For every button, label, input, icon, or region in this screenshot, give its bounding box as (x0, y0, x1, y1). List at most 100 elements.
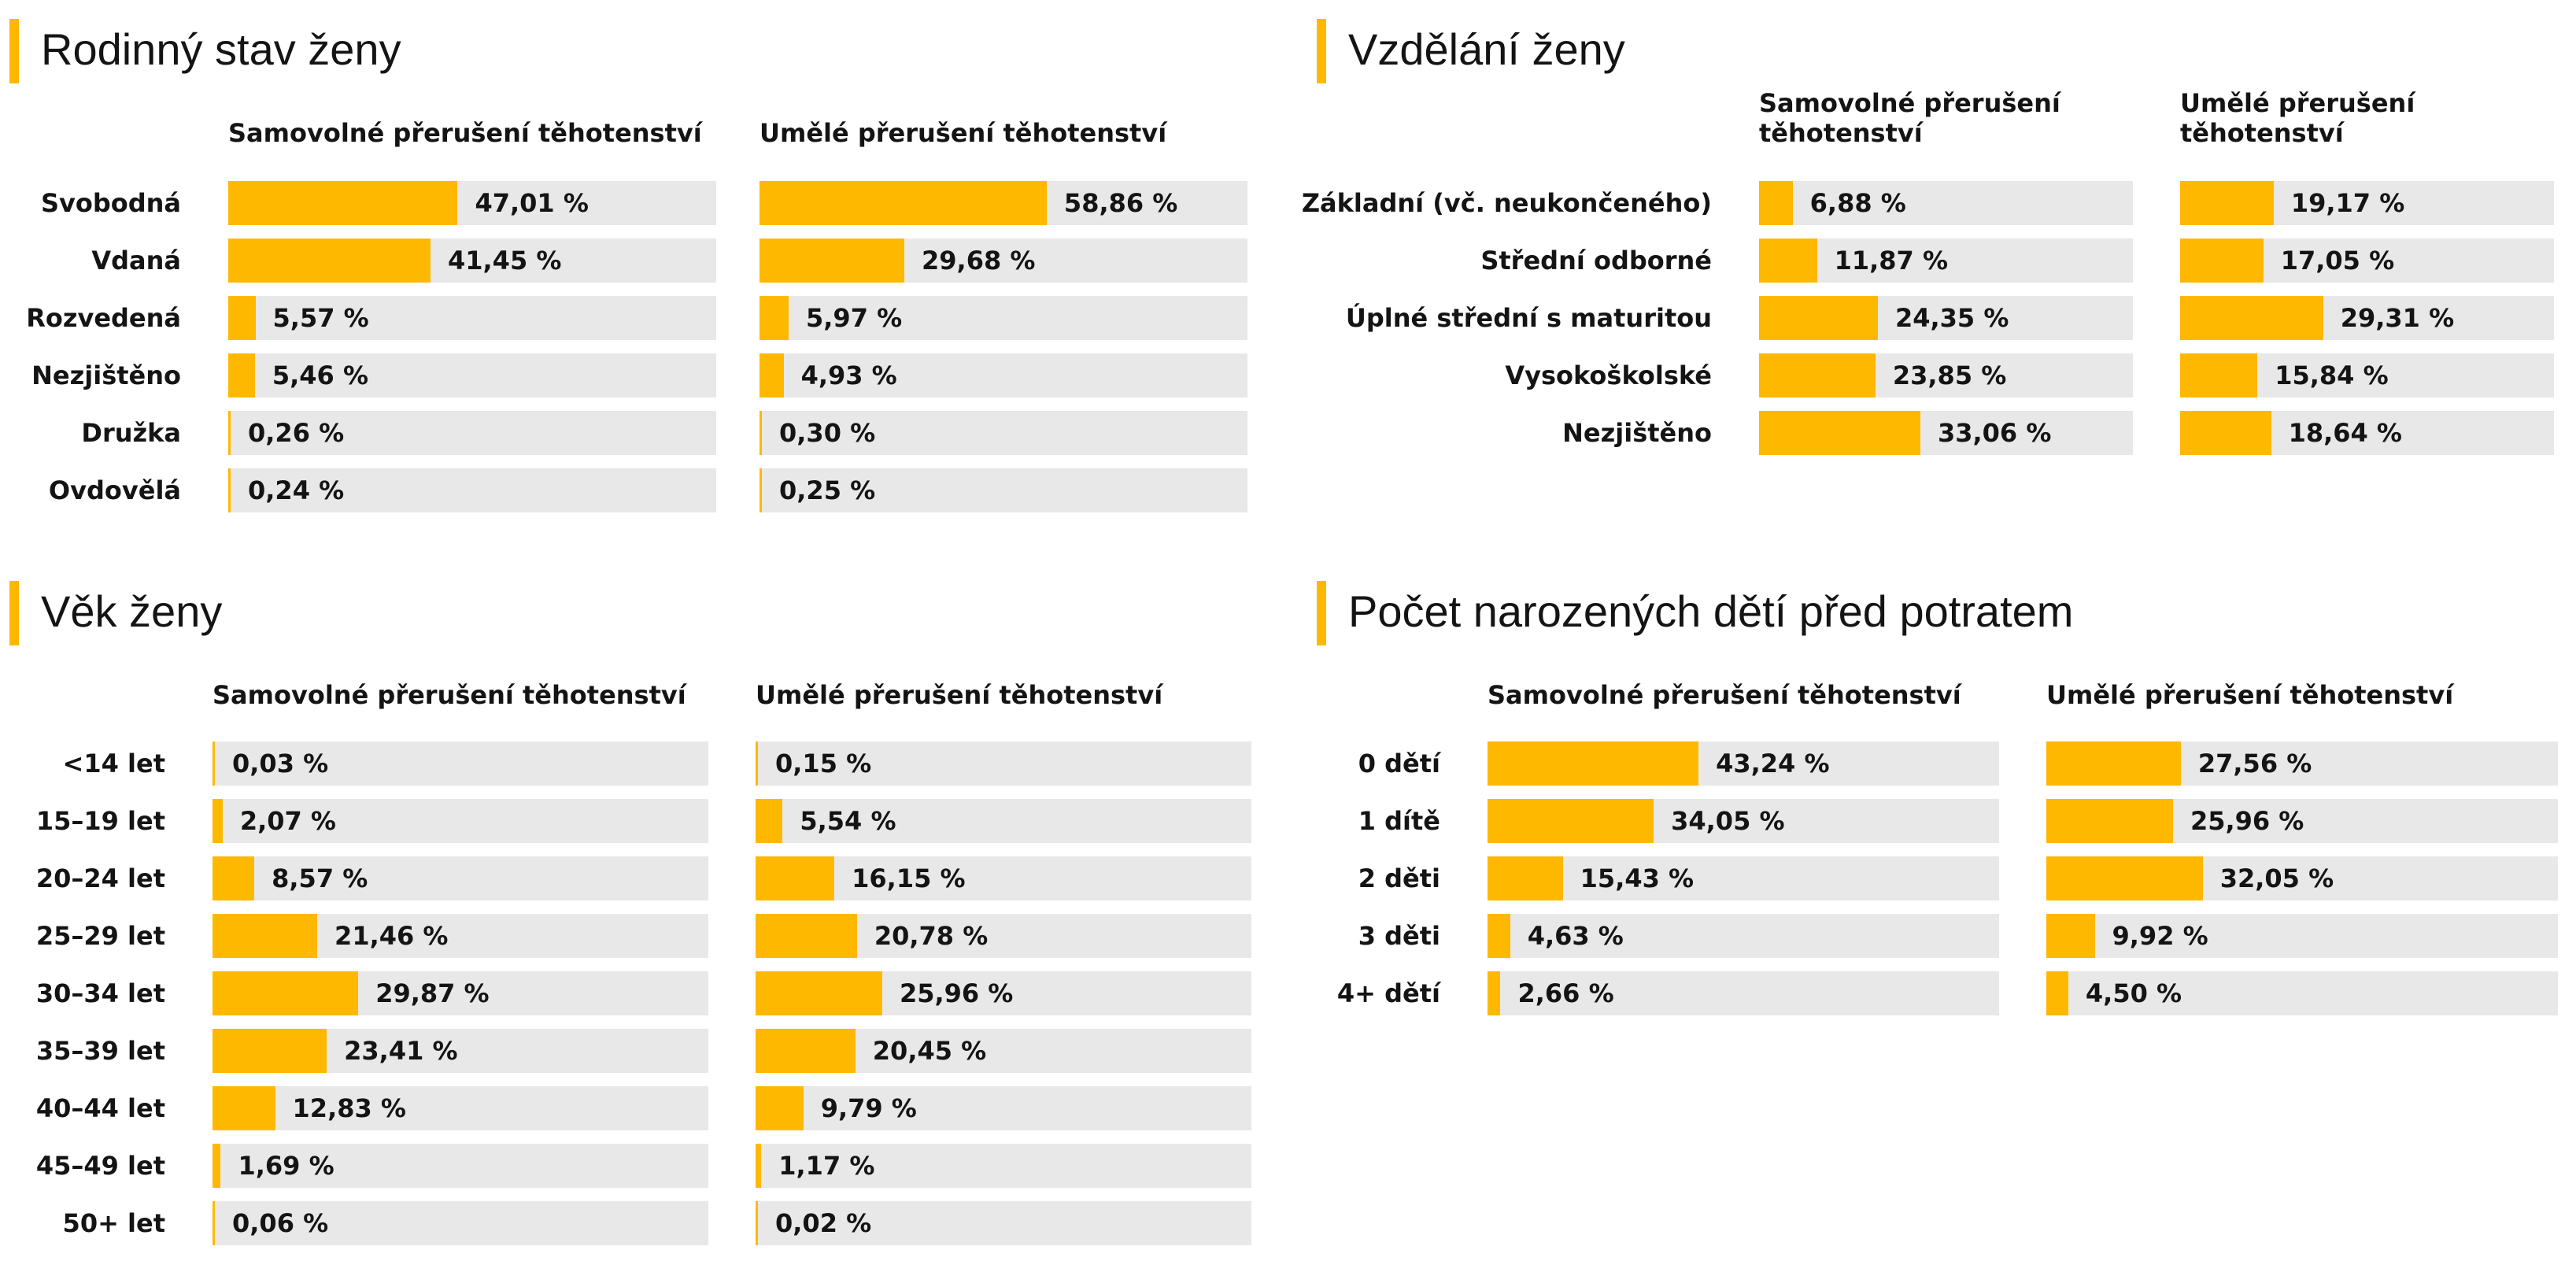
bar-track: 27,56 % (2046, 741, 2558, 786)
category-label: 15–19 let (35, 806, 165, 836)
category-label: 35–39 let (35, 1036, 165, 1066)
data-label: 1,17 % (778, 1151, 875, 1181)
bar (228, 239, 431, 283)
bar (756, 971, 882, 1015)
bar (2180, 181, 2274, 225)
category-label: 40–44 let (35, 1093, 165, 1123)
bar-track: 34,05 % (1488, 799, 1999, 843)
bar-track: 17,05 % (2180, 239, 2554, 283)
bar-track: 9,79 % (756, 1086, 1251, 1130)
bar-track: 29,31 % (2180, 296, 2554, 340)
bar (759, 353, 784, 398)
data-label: 0,03 % (232, 749, 329, 778)
category-label: Nezjištěno (31, 361, 181, 390)
bar-track: 0,02 % (756, 1201, 1251, 1245)
data-label: 0,02 % (775, 1208, 872, 1238)
bar-track: 4,93 % (759, 353, 1247, 398)
panel-title: Věk ženy (41, 586, 223, 636)
bar-track: 58,86 % (759, 181, 1247, 225)
data-label: 29,31 % (2340, 303, 2455, 333)
category-label: <14 let (62, 749, 165, 778)
data-label: 20,78 % (874, 921, 989, 951)
bar (1488, 799, 1654, 843)
bar-track: 47,01 % (228, 181, 716, 225)
series-header: Umělé přerušení těhotenství (759, 118, 1167, 148)
series-header: Samovolné přerušení těhotenství (1759, 88, 2060, 148)
data-label: 27,56 % (2197, 749, 2312, 778)
category-label: Základní (vč. neukončeného) (1301, 188, 1712, 218)
data-label: 4,50 % (2085, 978, 2182, 1008)
bar-track: 0,03 % (213, 741, 708, 786)
bar-track: 1,69 % (213, 1144, 708, 1188)
data-label: 23,41 % (344, 1036, 458, 1066)
category-label: Střední odborné (1480, 246, 1712, 275)
bar (756, 741, 758, 786)
bar (2180, 296, 2323, 340)
bar (1759, 353, 1876, 398)
data-label: 16,15 % (852, 863, 966, 893)
bar-track: 19,17 % (2180, 181, 2554, 225)
data-label: 17,05 % (2280, 246, 2395, 275)
bar-track: 41,45 % (228, 239, 716, 283)
bar (213, 741, 215, 786)
panel-title: Rodinný stav ženy (41, 24, 401, 74)
bar (2046, 799, 2173, 843)
bar (213, 799, 223, 843)
bar (2046, 914, 2095, 958)
bar (2046, 856, 2203, 900)
data-label: 58,86 % (1063, 188, 1178, 218)
bar-track: 0,26 % (228, 411, 716, 455)
bar (1759, 239, 1817, 283)
data-label: 23,85 % (1892, 361, 2007, 390)
bar-track: 4,63 % (1488, 914, 1999, 958)
bar (213, 856, 255, 900)
bar (213, 914, 318, 958)
category-label: 0 dětí (1358, 749, 1440, 778)
bar (228, 296, 256, 340)
data-label: 2,07 % (239, 806, 336, 836)
bar-track: 6,88 % (1759, 181, 2133, 225)
bar (2180, 411, 2271, 455)
category-label: Svobodná (40, 188, 181, 218)
bar-track: 21,46 % (213, 914, 708, 958)
data-label: 1,69 % (238, 1151, 334, 1181)
bar-track: 20,45 % (756, 1029, 1251, 1073)
bar (213, 1201, 215, 1245)
category-label: Rozvedená (26, 303, 181, 333)
data-label: 5,57 % (272, 303, 369, 333)
data-label: 6,88 % (1809, 188, 1906, 218)
bar (213, 1144, 221, 1188)
bar (759, 239, 905, 283)
category-label: 2 děti (1358, 863, 1440, 893)
bar (228, 181, 458, 225)
category-label: 45–49 let (35, 1151, 165, 1181)
data-label: 21,46 % (334, 921, 449, 951)
data-label: 43,24 % (1716, 749, 1830, 778)
bar (1488, 914, 1510, 958)
bar-track: 0,15 % (756, 741, 1251, 786)
category-label: 20–24 let (35, 863, 165, 893)
bar (756, 1144, 762, 1188)
data-label: 5,54 % (800, 806, 896, 836)
data-label: 11,87 % (1834, 246, 1949, 275)
bar-track: 25,96 % (2046, 799, 2558, 843)
bar-track: 20,78 % (756, 914, 1251, 958)
bar-track: 5,57 % (228, 296, 716, 340)
bar (228, 353, 255, 398)
bar (1488, 971, 1501, 1015)
bar-track: 11,87 % (1759, 239, 2133, 283)
bar-track: 29,68 % (759, 239, 1247, 283)
bar-track: 4,50 % (2046, 971, 2558, 1015)
bar-track: 8,57 % (213, 856, 708, 900)
data-label: 9,92 % (2112, 921, 2208, 951)
bar-track: 0,06 % (213, 1201, 708, 1245)
series-header: Umělé přerušení těhotenství (756, 680, 1163, 710)
bar-track: 25,96 % (756, 971, 1251, 1015)
bar-track: 18,64 % (2180, 411, 2554, 455)
data-label: 24,35 % (1894, 303, 2009, 333)
data-label: 4,93 % (800, 361, 897, 390)
data-label: 0,25 % (779, 475, 876, 505)
bar (756, 1201, 758, 1245)
bar-track: 0,24 % (228, 468, 716, 512)
data-label: 0,15 % (775, 749, 872, 778)
